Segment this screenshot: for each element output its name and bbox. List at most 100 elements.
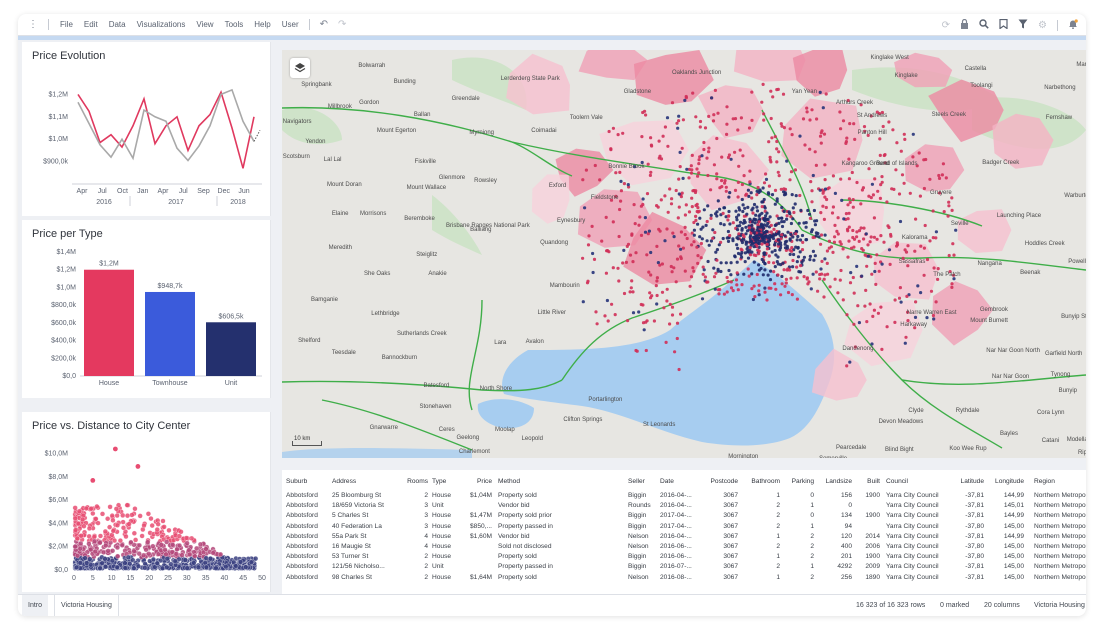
tab-victoria-housing[interactable]: Victoria Housing xyxy=(54,595,119,616)
scatter-point xyxy=(178,529,184,535)
property-point xyxy=(733,188,738,192)
column-header[interactable]: Longitude xyxy=(995,478,1024,485)
sync-icon[interactable]: ⟳ xyxy=(941,19,951,31)
property-point xyxy=(663,125,667,129)
price-evolution-panel[interactable]: Price Evolution $1,2M $1,1M $1,0M $900,0k Ap… xyxy=(22,42,271,216)
column-header[interactable]: Built xyxy=(867,478,880,485)
menu-visualizations[interactable]: Visualizations xyxy=(136,20,186,29)
table-cell: 0 xyxy=(848,502,852,510)
property-point xyxy=(659,157,664,161)
bookmark-icon[interactable] xyxy=(999,18,1008,32)
property-point xyxy=(812,258,816,262)
property-points-layer xyxy=(581,82,958,372)
status-table-name[interactable]: Victoria Housing xyxy=(1034,602,1085,609)
column-header[interactable]: Method xyxy=(498,478,520,485)
property-point xyxy=(852,291,856,295)
property-point xyxy=(707,146,711,150)
y-tick-label: $1,2M xyxy=(49,91,69,98)
column-header[interactable]: Rooms xyxy=(407,478,428,485)
property-point xyxy=(778,241,783,245)
table-row[interactable]: Abbotsford 98 Charles St 2 House $1,64M Prope… xyxy=(282,574,1086,584)
column-header[interactable]: Latitude xyxy=(960,478,984,485)
x-tick-label: 0 xyxy=(72,575,76,582)
property-point xyxy=(668,187,672,191)
table-row[interactable]: Abbotsford 25 Bloomburg St 2 House $1,04M Pro… xyxy=(282,492,1086,502)
map-place-label: She Oaks xyxy=(364,271,391,278)
layers-icon[interactable] xyxy=(290,58,310,78)
price-per-type-panel[interactable]: Price per Type $1,4M $1,2M $1,0M $800,0k $60… xyxy=(22,220,271,398)
column-header[interactable]: Postcode xyxy=(710,478,739,485)
property-point xyxy=(872,308,877,312)
map-place-label: Warburton xyxy=(1064,192,1086,199)
column-header[interactable]: Date xyxy=(660,478,674,485)
price-distance-chart[interactable]: $10,0M $8,0M $6,0M $4,0M $2,0M $0,0 0 5 10 15 20 25… xyxy=(22,412,271,592)
more-vertical-icon[interactable]: ⋮ xyxy=(28,19,38,30)
menu-file[interactable]: File xyxy=(60,20,73,29)
property-point xyxy=(811,173,815,178)
property-point xyxy=(878,153,882,157)
gear-icon[interactable]: ⚙ xyxy=(1038,19,1047,31)
property-point xyxy=(798,238,803,242)
scatter-point xyxy=(173,551,179,557)
map-canvas[interactable] xyxy=(282,50,1086,458)
data-table[interactable]: Suburb Address Rooms Type Price Method Seller D… xyxy=(282,470,1086,594)
price-distance-panel[interactable]: Price vs. Distance to City Center $10,0M… xyxy=(22,412,271,592)
column-header[interactable]: Type xyxy=(432,478,447,485)
search-icon[interactable] xyxy=(979,18,989,32)
property-point xyxy=(600,239,604,243)
column-header[interactable]: Address xyxy=(332,478,357,485)
table-row[interactable]: Abbotsford 18/659 Victoria St 3 Unit Vendor … xyxy=(282,502,1086,512)
property-point xyxy=(702,208,706,212)
property-point xyxy=(760,200,764,204)
property-point xyxy=(775,199,779,203)
property-point xyxy=(870,342,874,346)
table-row[interactable]: Abbotsford 121/56 Nicholso... 2 Unit Propert… xyxy=(282,563,1086,573)
menu-user[interactable]: User xyxy=(281,20,299,29)
menu-edit[interactable]: Edit xyxy=(83,20,98,29)
property-point xyxy=(695,245,699,249)
table-row[interactable]: Abbotsford 16 Maugie St 4 House Sold not dis… xyxy=(282,543,1086,553)
table-row[interactable]: Abbotsford 40 Federation La 3 House $850,...… xyxy=(282,523,1086,533)
menu-help[interactable]: Help xyxy=(254,20,271,29)
property-point xyxy=(733,150,737,154)
table-cell: -37,81 xyxy=(965,563,984,571)
filter-icon[interactable] xyxy=(1018,19,1028,32)
column-header[interactable]: Suburb xyxy=(286,478,308,485)
property-point xyxy=(788,211,792,216)
scatter-point xyxy=(75,553,81,559)
table-row[interactable]: Abbotsford 53 Turner St 2 House Property sol… xyxy=(282,553,1086,563)
property-point xyxy=(934,230,939,234)
scatter-point xyxy=(133,537,139,543)
column-header[interactable]: Council xyxy=(886,478,908,485)
scatter-point xyxy=(164,539,170,545)
redo-icon[interactable]: ↷ xyxy=(338,19,347,30)
property-point xyxy=(857,229,862,233)
column-header[interactable]: Region xyxy=(1034,478,1055,485)
undo-icon[interactable]: ↶ xyxy=(319,19,328,30)
menu-tools[interactable]: Tools xyxy=(224,20,244,29)
property-point xyxy=(886,224,890,228)
scatter-point xyxy=(88,506,94,512)
menu-data[interactable]: Data xyxy=(108,20,126,29)
scatter-point xyxy=(155,521,161,527)
table-row[interactable]: Abbotsford 55a Park St 4 House $1,60M Vendor … xyxy=(282,533,1086,543)
price-per-type-chart[interactable]: $1,4M $1,2M $1,0M $800,0k $600,0k $400,0k $200… xyxy=(22,220,271,398)
lock-icon[interactable] xyxy=(960,18,969,32)
x-tick-label: 40 xyxy=(221,575,229,582)
price-evolution-chart[interactable]: $1,2M $1,1M $1,0M $900,0k Apr Jul Oct Jan Apr Jul… xyxy=(22,42,271,216)
notification-icon[interactable] xyxy=(1068,18,1078,32)
map-visualization[interactable]: 10 km Springbank Bolwarrah Bunding Greendal… xyxy=(282,50,1086,458)
tab-intro[interactable]: Intro xyxy=(22,595,49,616)
column-header[interactable]: Price xyxy=(476,478,492,485)
property-point xyxy=(746,256,751,260)
property-point xyxy=(795,238,799,242)
property-point xyxy=(719,261,723,265)
table-row[interactable]: Abbotsford 5 Charles St 3 House $1,47M Proper… xyxy=(282,512,1086,522)
column-header[interactable]: Landsize xyxy=(825,478,852,485)
column-header[interactable]: Seller xyxy=(628,478,645,485)
menu-view[interactable]: View xyxy=(196,20,214,29)
column-header[interactable]: Parking xyxy=(791,478,814,485)
property-point xyxy=(747,274,751,278)
column-header[interactable]: Bathroom xyxy=(751,478,780,485)
property-point xyxy=(735,260,739,264)
